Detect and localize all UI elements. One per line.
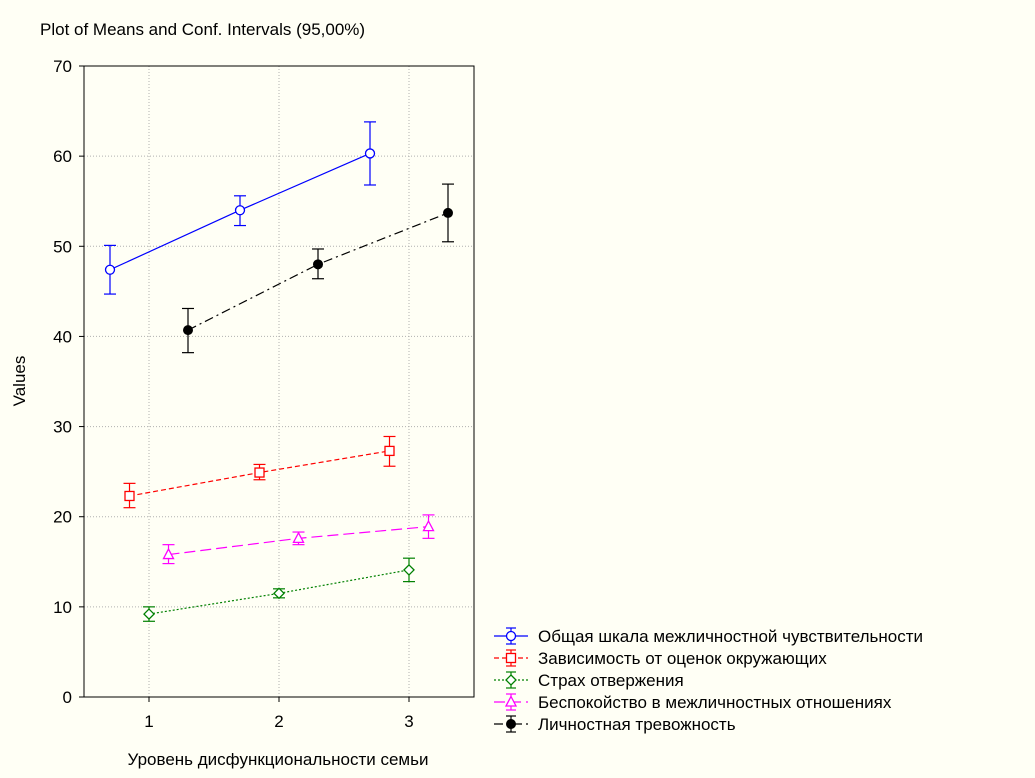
legend-label: Общая шкала межличностной чувствительнос… xyxy=(538,627,923,646)
x-tick-label: 2 xyxy=(274,712,283,731)
data-point xyxy=(254,467,265,478)
legend-label: Личностная тревожность xyxy=(538,715,736,734)
y-tick-label: 20 xyxy=(53,508,72,527)
data-point xyxy=(234,205,246,216)
data-point xyxy=(384,445,395,457)
y-axis-label: Values xyxy=(10,356,29,407)
y-tick-label: 60 xyxy=(53,147,72,166)
y-tick-label: 10 xyxy=(53,598,72,617)
data-point xyxy=(313,259,323,270)
legend-marker xyxy=(505,652,517,664)
legend-marker xyxy=(506,719,516,729)
y-tick-label: 30 xyxy=(53,418,72,437)
x-tick-label: 1 xyxy=(144,712,153,731)
chart-title: Plot of Means and Conf. Intervals (95,00… xyxy=(40,20,365,39)
y-tick-label: 50 xyxy=(53,237,72,256)
x-axis-label: Уровень дисфункциональности семьи xyxy=(128,750,429,769)
legend-label: Страх отвержения xyxy=(538,671,684,690)
y-tick-label: 0 xyxy=(63,688,72,707)
grid-lines xyxy=(84,66,474,697)
series-marks xyxy=(104,121,454,622)
axis-ticks: 0 10 20 30 40 50 60 70 1 2 3 xyxy=(53,57,414,731)
x-tick-label: 3 xyxy=(404,712,413,731)
data-point xyxy=(273,587,285,600)
data-point xyxy=(292,531,305,543)
data-point xyxy=(162,547,175,560)
legend-marker xyxy=(505,674,517,686)
data-point xyxy=(443,207,453,218)
data-point xyxy=(364,148,376,159)
y-tick-label: 70 xyxy=(53,57,72,76)
legend: Общая шкала межличностной чувствительнос… xyxy=(494,627,923,734)
data-point xyxy=(183,325,193,336)
data-point xyxy=(124,490,135,502)
data-point xyxy=(104,264,116,275)
y-tick-label: 40 xyxy=(53,327,72,346)
data-point xyxy=(143,608,155,620)
data-point xyxy=(422,519,435,532)
legend-label: Беспокойство в межличностных отношениях xyxy=(538,693,892,712)
legend-marker xyxy=(504,695,518,707)
legend-label: Зависимость от оценок окружающих xyxy=(538,649,827,668)
legend-marker xyxy=(505,630,517,642)
data-point xyxy=(403,563,415,576)
